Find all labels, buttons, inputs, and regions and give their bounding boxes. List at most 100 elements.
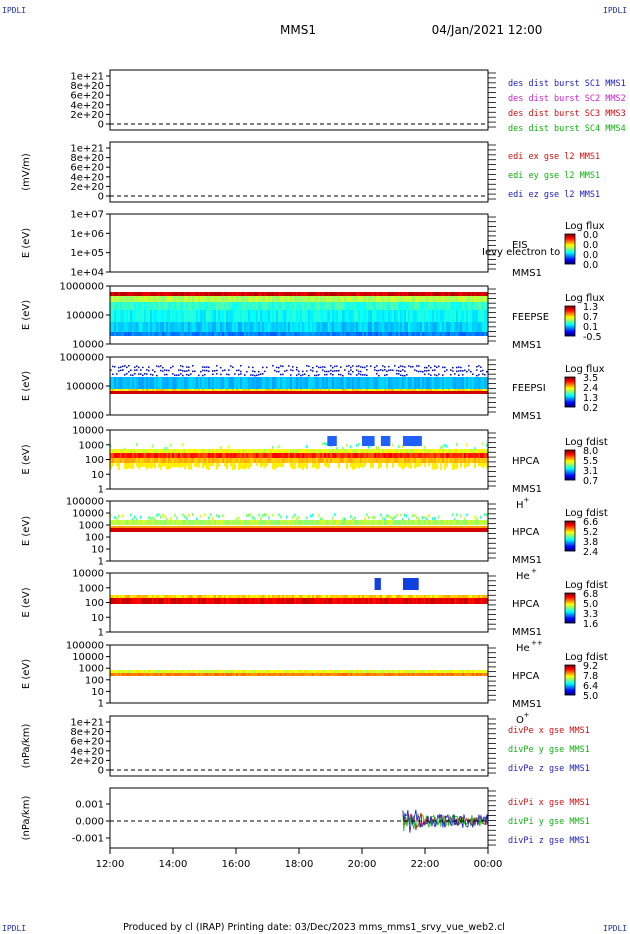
spectrogram-cell (170, 332, 172, 336)
spectrogram-cell (196, 598, 198, 604)
spectrogram-cell (318, 310, 320, 322)
colorbar-swatch (565, 243, 575, 245)
spectrogram-cell (188, 302, 190, 310)
spectrogram-cell (484, 520, 486, 525)
spectrogram-cell (222, 453, 224, 458)
spectrogram-cell (326, 595, 328, 598)
spectrogram-cell (480, 292, 482, 296)
panel-frame (109, 69, 489, 131)
colorbar-swatch (565, 334, 575, 336)
spectrogram-cell (298, 292, 300, 296)
spectrogram-cell (304, 526, 306, 528)
spectrogram-cell (458, 391, 460, 394)
spectrogram-cell (126, 377, 128, 389)
spectrogram-cell (364, 520, 366, 525)
ytick-label: 1000 (79, 521, 104, 532)
spectrogram-cell (182, 302, 184, 310)
spectrogram-cell (418, 449, 420, 453)
spectrogram-cell (250, 526, 252, 528)
colorbar-tick: 5.2 (583, 527, 598, 538)
spectrogram-cell (460, 322, 462, 332)
spectrogram-cell (338, 389, 340, 391)
spectrogram-cell (206, 310, 208, 322)
spectrogram-cell (292, 322, 294, 332)
spectrogram-cell (378, 520, 380, 525)
spectrogram-cell (350, 449, 352, 453)
xtick-label: 20:00 (348, 859, 377, 870)
spectrogram-cell (440, 458, 442, 463)
spectrogram-cell (116, 332, 118, 336)
spectrogram-cell (278, 370, 280, 373)
colorbar-swatch (565, 548, 575, 550)
spectrogram-cell (196, 391, 198, 394)
ytick-label: 8e+20 (70, 81, 104, 92)
spectrogram-cell (182, 391, 184, 394)
spectrogram-cell (124, 374, 126, 376)
spectrogram-cell (110, 377, 112, 389)
spectrogram-cell (120, 528, 122, 532)
spectrogram-cell (308, 374, 310, 377)
spectrogram-cell (144, 670, 146, 673)
spectrogram-cell (372, 515, 374, 519)
ytick-label: 10000 (72, 652, 104, 663)
spectrogram-cell (260, 453, 262, 458)
spectrogram-cell (404, 458, 406, 463)
spectrogram-cell (172, 670, 174, 673)
spectrogram-cell (256, 332, 258, 336)
spectrogram-cell (406, 673, 408, 676)
spectrogram-cell (216, 296, 218, 302)
spectrogram-cell (324, 370, 326, 373)
spectrogram-cell (176, 389, 178, 391)
spectrogram-cell (404, 513, 406, 517)
spectrogram-cell (190, 302, 192, 310)
spectrogram-cell (454, 670, 456, 673)
spectrogram-cell (158, 598, 160, 604)
spectrogram-cell (114, 520, 116, 525)
spectrogram-cell (122, 598, 124, 604)
spectrogram-cell (222, 520, 224, 525)
spectrogram-cell (304, 453, 306, 458)
spectrogram-cell (416, 296, 418, 302)
spectrogram-cell (274, 453, 276, 458)
spectrogram-cell (250, 296, 252, 302)
spectrogram-cell (248, 302, 250, 310)
ytick-label: 4e+20 (70, 100, 104, 111)
spectrogram-cell (342, 391, 344, 394)
spectrogram-cell (342, 453, 344, 458)
spectrogram-cell (474, 310, 476, 322)
spectrogram-cell (112, 302, 114, 310)
spectrogram-cell (398, 322, 400, 332)
spectrogram-cell (134, 373, 136, 375)
spectrogram-cell (122, 322, 124, 332)
spectrogram-cell (372, 463, 374, 468)
spectrogram-cell (250, 598, 252, 604)
spectrogram-cell (168, 377, 170, 389)
spectrogram-cell (254, 670, 256, 673)
spectrogram-cell (160, 377, 162, 389)
spectrogram-cell (386, 526, 388, 528)
spectrogram-cell (356, 389, 358, 391)
spectrogram-cell (256, 296, 258, 302)
spectrogram-cell (264, 370, 266, 373)
spectrogram-cell (196, 670, 198, 673)
spectrogram-cell (448, 310, 450, 322)
spectrogram-cell (458, 322, 460, 332)
spectrogram-cell (190, 377, 192, 389)
spectrogram-cell (220, 391, 222, 394)
spectrogram-cell (232, 292, 234, 296)
spectrogram-cell (326, 598, 328, 604)
spectrogram-cell (390, 391, 392, 394)
spectrogram-cell (264, 673, 266, 676)
spectrogram-cell (478, 373, 480, 376)
spectrogram-cell (440, 296, 442, 302)
spectrogram-cell (460, 453, 462, 458)
colorbar-swatch (565, 616, 575, 618)
spectrogram-cell (324, 670, 326, 673)
spectrogram-cell (436, 377, 438, 389)
spectrogram-cell (458, 453, 460, 458)
spectrogram-cell (194, 310, 196, 322)
xtick-label: 18:00 (285, 859, 314, 870)
spectrogram-cell (334, 449, 336, 453)
spectrogram-cell (344, 520, 346, 525)
spectrogram-cell (326, 310, 328, 322)
